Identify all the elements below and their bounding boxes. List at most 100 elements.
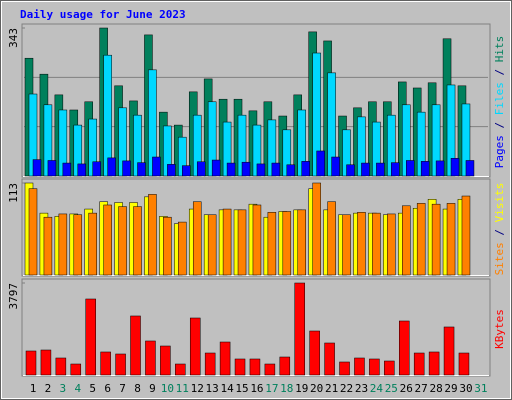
bar [219,341,231,376]
bar [391,162,400,177]
bar [431,203,441,276]
bar [271,162,281,177]
x-tick-label: 21 [325,382,338,395]
bar [357,212,366,276]
bar [316,150,325,177]
bar [32,159,42,177]
bar [207,214,217,276]
x-tick-label: 25 [385,382,398,395]
x-tick-label: 4 [74,382,81,395]
x-tick-label: 26 [400,382,413,395]
bar [28,188,38,276]
x-tick-label: 30 [459,382,472,395]
bar [312,182,321,276]
x-tick-label: 27 [415,382,428,395]
legend-entry: Visits [493,183,506,223]
x-tick-label: 5 [89,382,96,395]
bar [435,160,445,177]
bar [361,162,370,177]
bar [148,194,157,276]
x-tick-label: 8 [134,382,141,395]
legend-entry: KBytes [493,309,506,349]
bar [331,156,340,177]
bar [115,353,126,376]
bar [62,162,72,177]
bar [70,363,82,376]
bar [354,357,365,376]
bar [234,358,246,376]
bar [309,330,320,376]
legend-entry: Files [493,82,506,115]
x-tick-label: 23 [355,382,368,395]
bar [152,156,161,177]
bar [327,201,336,276]
bar [58,213,68,276]
x-tick-label: 15 [235,382,248,395]
bar [384,360,395,376]
bar [55,357,67,376]
x-tick-label: 19 [295,382,308,395]
bar [446,203,456,276]
bar [402,205,411,276]
bar [130,315,141,376]
bar [458,352,470,376]
legend-entry: Sites [493,242,506,275]
bar [122,160,131,177]
bar [145,340,156,376]
x-tick-label: 22 [340,382,353,395]
legend-separator: / [493,69,506,76]
bar [77,163,87,177]
legend-entry: Hits [493,36,506,63]
x-tick-label: 7 [119,382,126,395]
bar [160,345,171,376]
x-tick-label: 11 [176,382,189,395]
bar [226,162,236,177]
x-tick-label: 14 [220,382,234,395]
x-tick-label: 12 [191,382,204,395]
bar [461,195,471,276]
x-tick-label: 28 [429,382,442,395]
bar [376,162,385,177]
bar [324,342,335,376]
x-tick-label: 6 [104,382,111,395]
bar [286,164,296,177]
bar [372,212,381,276]
legend-separator: / [493,122,506,129]
x-tick-label: 29 [444,382,457,395]
bar [163,216,172,276]
x-tick-label: 20 [310,382,323,395]
bar [241,161,251,177]
chart-title: Daily usage for June 2023 [20,8,186,21]
x-tick-label: 1 [30,382,37,395]
bar [237,209,247,276]
bar [450,158,460,177]
x-tick-label: 13 [206,382,219,395]
bar [40,349,52,376]
bar [175,363,186,376]
bar [85,298,96,376]
bar [297,209,306,276]
legend: Sites / Visits [493,183,506,276]
bar [279,356,291,376]
bar [196,161,206,177]
bar [43,216,53,276]
bar [211,159,221,177]
bar [428,351,440,376]
bar [413,352,425,376]
x-tick-label: 24 [370,382,384,395]
legend-separator: / [493,229,506,236]
bar [249,358,261,376]
bar [406,160,415,177]
bar [182,165,191,177]
bar [256,163,266,177]
y-tick-label: 343 [7,28,20,48]
legend-entry: Pages [493,135,506,168]
bar [369,358,380,376]
bar [399,320,410,376]
bar [264,363,276,376]
bar [294,282,305,376]
bar [137,162,146,177]
bar [189,317,201,376]
